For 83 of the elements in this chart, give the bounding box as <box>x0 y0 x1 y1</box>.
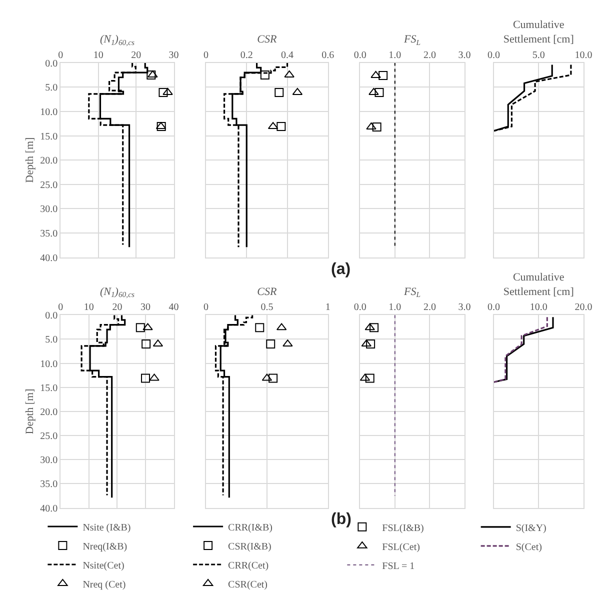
legend-label: CSR(I&B) <box>228 541 272 552</box>
x-tick-label: 0.0 <box>488 50 500 61</box>
y-tick-label: 30.0 <box>40 204 58 216</box>
x-tick-label: 10 <box>84 302 94 314</box>
x-tick-label: 30 <box>168 50 179 61</box>
y-tick-label: 40.0 <box>40 252 58 264</box>
x-tick-label: 0.6 <box>322 50 334 61</box>
point <box>149 374 160 381</box>
y-axis-title: Depth [m] <box>24 137 36 183</box>
y-tick-label: 10.0 <box>40 358 58 370</box>
x-axis-title: Cumulative Settlement [cm] <box>503 272 574 298</box>
legend-label: Nsite(Cet) <box>82 560 124 572</box>
text: (a) <box>331 261 351 278</box>
x-axis-title: Cumulative Settlement [cm] <box>503 19 574 46</box>
y-tick-label: 35.0 <box>40 228 58 240</box>
y-tick-label: 0.0 <box>45 58 58 70</box>
x-tick-label: 3.0 <box>458 50 471 61</box>
legend-label: S(Cet) <box>516 542 542 553</box>
y-tick-label: 0.0 <box>45 310 58 322</box>
y-tick-label: 20.0 <box>40 406 58 418</box>
y-tick-label: 25.0 <box>40 431 58 442</box>
x-tick-label: 1.0 <box>388 302 402 314</box>
point <box>142 340 151 349</box>
x-tick-label: 1.0 <box>388 50 402 61</box>
y-tick-label: 15.0 <box>40 131 58 142</box>
x-axis-title: FS$_{L}$ <box>403 33 421 47</box>
legend-label: Nreq(I&B) <box>82 541 128 552</box>
x-tick-label: 20 <box>131 50 142 61</box>
legend-label: CRR(I&B) <box>228 522 272 534</box>
legend-label: FSL(Cet) <box>382 542 420 553</box>
legend-label: Nsite (I&B) <box>82 522 131 534</box>
y-tick-label: 30.0 <box>40 455 58 466</box>
x-axis-title: FS$_{L}$ <box>403 286 421 300</box>
legend-label: Nreq (Cet) <box>82 579 126 590</box>
x-tick-label: 20.0 <box>574 302 592 314</box>
x-tick-label: 5.0 <box>532 50 545 61</box>
x-tick-label: 0.0 <box>488 302 500 314</box>
legend-label: S(I&Y) <box>516 522 546 534</box>
y-tick-label: 35.0 <box>40 479 58 490</box>
x-axis-title: (N$_{1}$)$_{60,cs}$ <box>100 286 134 300</box>
legend-label: FSL = 1 <box>382 560 415 572</box>
point <box>158 88 168 97</box>
x-tick-label: 20 <box>112 302 122 314</box>
point <box>136 323 145 332</box>
x-tick-label: 0 <box>203 50 208 61</box>
point <box>162 88 173 95</box>
y-tick-label: 20.0 <box>40 156 58 167</box>
x-tick-label: 40 <box>168 302 179 314</box>
y-tick-label: 15.0 <box>40 382 58 394</box>
x-tick-label: 0.2 <box>240 50 253 61</box>
point <box>146 70 156 80</box>
point <box>141 374 150 383</box>
y-tick-label: 5.0 <box>45 82 58 94</box>
x-axis-title: CSR <box>257 33 278 46</box>
point <box>142 323 153 330</box>
x-tick-label: 2.0 <box>423 50 436 61</box>
x-axis-title: (N$_{1}$)$_{60,cs}$ <box>100 33 134 47</box>
x-tick-label: 0.0 <box>354 302 366 314</box>
legend-label: CSR(Cet) <box>228 579 268 590</box>
y-tick-label: 5.0 <box>45 334 58 346</box>
x-tick-label: 1 <box>325 302 330 314</box>
x-tick-label: 10.0 <box>530 302 548 314</box>
x-tick-label: 10.0 <box>574 50 592 61</box>
x-tick-label: 0 <box>58 50 64 61</box>
x-tick-label: 0.4 <box>281 50 294 61</box>
y-axis-title: Depth [m] <box>24 388 36 434</box>
x-tick-label: 30 <box>140 302 150 314</box>
x-tick-label: 0.5 <box>260 302 274 314</box>
y-tick-label: 40.0 <box>40 503 58 514</box>
x-tick-label: 0 <box>58 302 64 314</box>
point <box>156 122 166 132</box>
text: (b) <box>331 511 352 528</box>
x-axis-title: CSR <box>257 286 278 298</box>
legend-label: FSL(I&B) <box>382 522 424 534</box>
y-tick-label: 10.0 <box>40 106 58 118</box>
x-tick-label: 0.0 <box>354 50 366 61</box>
point <box>148 70 158 78</box>
x-tick-label: 10 <box>93 50 104 61</box>
x-tick-label: 3.0 <box>458 302 471 314</box>
y-tick-label: 25.0 <box>40 180 58 191</box>
legend-label: CRR(Cet) <box>228 560 269 572</box>
x-tick-label: 0 <box>203 302 208 314</box>
x-tick-label: 2.0 <box>423 302 436 314</box>
